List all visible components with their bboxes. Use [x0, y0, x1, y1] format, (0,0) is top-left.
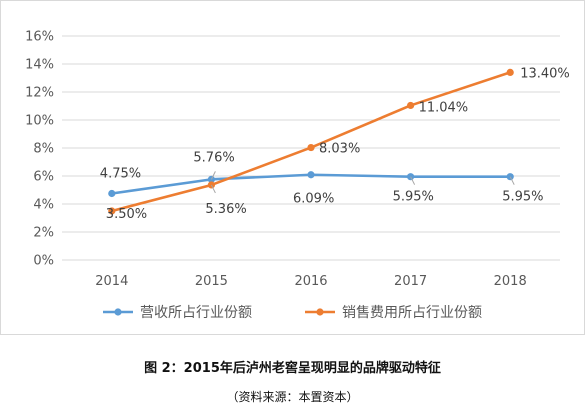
series-2-point	[407, 101, 415, 110]
x-tick-label: 2018	[494, 274, 527, 289]
data-label: 11.04%	[419, 100, 469, 115]
data-label: 8.03%	[319, 142, 360, 157]
data-label: 6.09%	[293, 192, 334, 207]
legend-label-1: 营收所占行业份额	[140, 305, 252, 321]
chart-area: 0% 2% 4% 6% 8% 10% 12% 14% 16% 2014 2015 2016 2017 2…	[0, 0, 585, 335]
y-tick-label: 8%	[33, 142, 54, 157]
x-tick-label: 2015	[195, 274, 228, 289]
figure-caption-source: （资料来源：本置资本）	[226, 390, 359, 404]
y-tick-label: 4%	[33, 198, 54, 213]
data-labels: 4.75% 5.76% 6.09% 5.95% 5.95% 3.50% 5.36% 8.03%…	[100, 66, 570, 222]
grid-lines	[62, 35, 560, 261]
x-tick-label: 2016	[294, 274, 327, 289]
series-1-point	[307, 171, 315, 179]
y-axis-tick-labels: 0% 2% 4% 6% 8% 10% 12% 14% 16%	[25, 30, 54, 269]
label-leader-line	[210, 171, 216, 180]
label-leader-line	[410, 176, 416, 185]
figure-caption-title: 图 2：2015年后泸州老窖呈现明显的品牌驱动特征	[144, 361, 441, 376]
legend-label-2: 销售费用所占行业份额	[342, 305, 482, 321]
data-label: 5.36%	[205, 202, 246, 217]
series-layer	[108, 68, 514, 215]
label-leader-line	[210, 184, 216, 194]
data-label: 4.75%	[100, 167, 141, 182]
label-leader-line	[509, 176, 515, 185]
data-label: 13.40%	[520, 66, 570, 81]
y-tick-label: 16%	[25, 30, 54, 45]
y-tick-label: 10%	[25, 114, 54, 129]
data-label: 3.50%	[106, 207, 147, 222]
legend: 营收所占行业份额 销售费用所占行业份额	[103, 305, 482, 321]
y-tick-label: 6%	[33, 170, 54, 185]
legend-marker-1	[114, 308, 122, 316]
series-1-point	[108, 189, 116, 198]
data-label: 5.76%	[193, 150, 234, 165]
x-tick-label: 2014	[95, 274, 128, 289]
x-tick-label: 2017	[394, 274, 427, 289]
chart-border	[0, 0, 585, 335]
y-tick-label: 12%	[25, 86, 54, 101]
x-axis-tick-labels: 2014 2015 2016 2017 2018	[95, 274, 526, 289]
data-label: 5.95%	[502, 190, 543, 205]
y-tick-label: 0%	[33, 254, 54, 269]
line-chart: 0%2%4%6%8%10%12%14%16% 2014 2015 2016 2017 2…	[0, 0, 585, 335]
series-2-point	[108, 207, 116, 215]
y-tick-label: 2%	[33, 226, 54, 241]
data-label: 5.95%	[393, 190, 434, 205]
series-2-point	[506, 68, 514, 76]
series-1-point	[506, 173, 514, 181]
series-2-point	[307, 143, 315, 152]
legend-marker-2	[316, 308, 324, 316]
series-2-point	[207, 181, 215, 189]
series-1-point	[407, 173, 415, 181]
y-tick-label: 14%	[25, 58, 54, 73]
